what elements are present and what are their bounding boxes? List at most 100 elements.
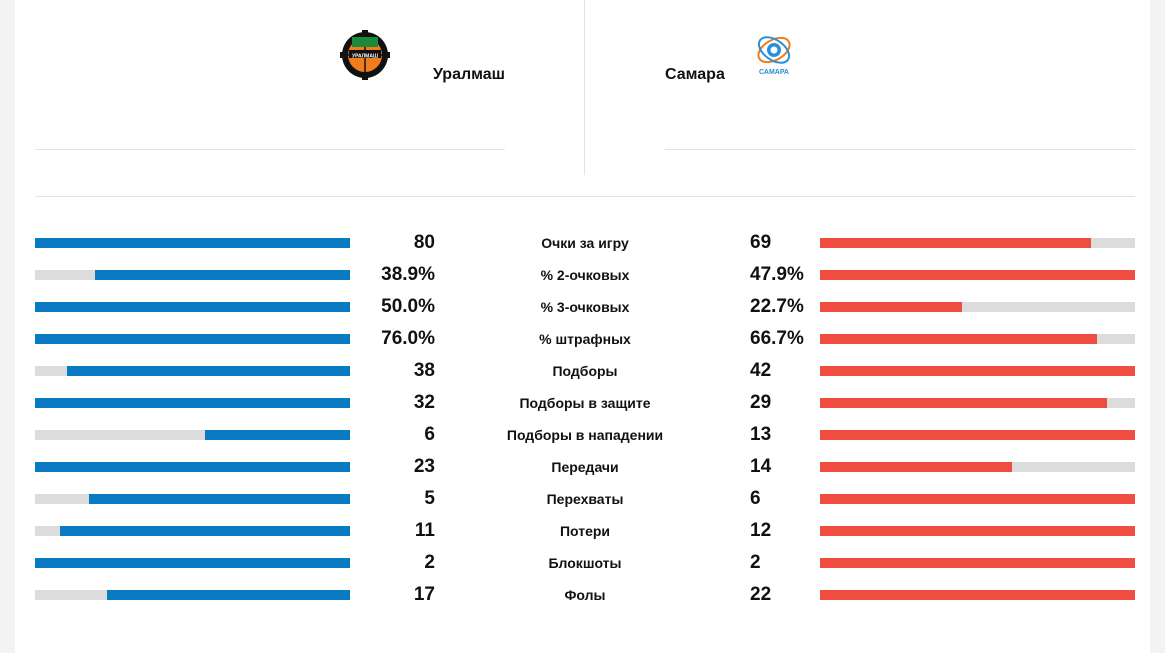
- away-stat-bar-fill: [820, 526, 1135, 536]
- stat-row: 76.0% % штрафных 66.7%: [35, 322, 1135, 354]
- home-stat-value: 2: [424, 552, 435, 573]
- header-divider: [35, 196, 1135, 197]
- home-header-divider: [35, 149, 505, 150]
- away-stat-bar: [820, 366, 1135, 376]
- svg-text:САМАРА: САМАРА: [759, 69, 789, 76]
- away-stat-value: 22.7%: [750, 296, 804, 317]
- home-stat-bar: [35, 494, 350, 504]
- home-stat-value: 17: [413, 584, 435, 605]
- home-stat-bar: [35, 430, 350, 440]
- away-stat-bar-fill: [820, 302, 962, 312]
- away-stat-value: 22: [750, 584, 772, 605]
- stat-label: Потери: [559, 523, 611, 539]
- home-stat-value: 11: [414, 520, 435, 541]
- home-stat-value: 80: [413, 232, 435, 253]
- away-stat-value: 47.9%: [750, 264, 804, 285]
- home-stat-value: 38.9%: [381, 264, 435, 285]
- away-stat-bar-fill: [820, 238, 1091, 248]
- home-stat-bar: [35, 302, 350, 312]
- home-stat-bar: [35, 558, 350, 568]
- away-stat-bar-fill: [820, 590, 1135, 600]
- stat-label: % 3-очковых: [540, 299, 630, 315]
- stat-row: 2 Блокшоты 2: [35, 546, 1135, 578]
- home-stat-value: 5: [424, 488, 435, 509]
- uralmash-logo-icon: УРАЛМАШ: [340, 30, 390, 80]
- teams-vertical-divider: [584, 0, 585, 175]
- away-stat-value: 12: [750, 520, 772, 541]
- stat-label: Перехваты: [546, 491, 624, 507]
- home-stat-value: 38: [413, 360, 435, 381]
- home-stat-value: 76.0%: [381, 328, 435, 349]
- away-stat-bar-fill: [820, 270, 1135, 280]
- home-team-header: УРАЛМАШ Уралмаш: [35, 0, 505, 150]
- away-stat-bar: [820, 430, 1135, 440]
- home-stat-bar: [35, 334, 350, 344]
- away-stat-bar-fill: [820, 398, 1107, 408]
- away-stat-value: 29: [750, 392, 772, 413]
- stat-row: 5 Перехваты 6: [35, 482, 1135, 514]
- stat-label: Очки за игру: [541, 235, 629, 251]
- home-stat-bar: [35, 398, 350, 408]
- samara-logo-icon: САМАРА: [757, 36, 791, 76]
- stat-label: Подборы в нападении: [506, 427, 664, 443]
- away-team-header: Самара САМАРА: [665, 0, 1135, 150]
- home-stat-bar-fill: [88, 494, 350, 504]
- away-stat-bar: [820, 238, 1135, 248]
- away-stat-bar: [820, 398, 1135, 408]
- stat-row: 38 Подборы 42: [35, 354, 1135, 386]
- stat-label: Блокшоты: [548, 555, 622, 571]
- away-team-name: Самара: [665, 66, 725, 83]
- away-stat-value: 42: [750, 360, 772, 381]
- match-stats-card: УРАЛМАШ Уралмаш Самара САМАРА 80 Очки за …: [15, 0, 1150, 653]
- away-stat-value: 69: [750, 232, 772, 253]
- stat-label: Фолы: [564, 587, 606, 603]
- away-stat-value: 13: [750, 424, 772, 445]
- away-stat-value: 14: [750, 456, 772, 477]
- home-stat-value: 32: [413, 392, 435, 413]
- home-stat-bar-fill: [35, 238, 350, 248]
- stat-label: % штрафных: [539, 331, 631, 347]
- stat-row: 17 Фолы 22: [35, 578, 1135, 610]
- home-stat-bar: [35, 590, 350, 600]
- away-stat-bar: [820, 462, 1135, 472]
- home-stat-bar: [35, 462, 350, 472]
- away-stat-bar: [820, 526, 1135, 536]
- stat-row: 11 Потери 12: [35, 514, 1135, 546]
- home-stat-bar: [35, 366, 350, 376]
- stat-row: 32 Подборы в защите 29: [35, 386, 1135, 418]
- away-stat-bar: [820, 558, 1135, 568]
- away-stat-bar-fill: [820, 430, 1135, 440]
- stat-row: 6 Подборы в нападении 13: [35, 418, 1135, 450]
- away-stat-bar: [820, 590, 1135, 600]
- stat-row: 38.9% % 2-очковых 47.9%: [35, 258, 1135, 290]
- stats-list: 80 Очки за игру 69 38.9% % 2-очковых 47.9% 50.…: [35, 226, 1135, 610]
- stat-row: 23 Передачи 14: [35, 450, 1135, 482]
- away-stat-bar-fill: [820, 462, 1013, 472]
- home-stat-bar-fill: [35, 302, 350, 312]
- away-stat-bar: [820, 270, 1135, 280]
- away-stat-bar-fill: [820, 366, 1135, 376]
- home-stat-bar-fill: [35, 462, 350, 472]
- home-stat-bar: [35, 270, 350, 280]
- away-stat-bar-fill: [820, 334, 1098, 344]
- stat-row: 80 Очки за игру 69: [35, 226, 1135, 258]
- away-stat-bar-fill: [820, 558, 1135, 568]
- home-stat-bar-fill: [205, 430, 350, 440]
- stat-row: 50.0% % 3-очковых 22.7%: [35, 290, 1135, 322]
- svg-text:УРАЛМАШ: УРАЛМАШ: [352, 54, 378, 60]
- home-stat-bar: [35, 526, 350, 536]
- home-stat-bar-fill: [94, 270, 350, 280]
- home-team-name: Уралмаш: [432, 66, 505, 83]
- home-stat-value: 50.0%: [381, 296, 435, 317]
- home-stat-bar-fill: [35, 334, 350, 344]
- home-stat-value: 23: [413, 456, 435, 477]
- away-stat-value: 2: [750, 552, 761, 573]
- stat-label: Подборы: [552, 363, 618, 379]
- stat-label: Передачи: [551, 459, 619, 475]
- stat-label: Подборы в защите: [519, 395, 651, 411]
- away-stat-bar: [820, 334, 1135, 344]
- home-stat-bar-fill: [35, 558, 350, 568]
- home-stat-bar-fill: [66, 366, 350, 376]
- away-stat-bar-fill: [820, 494, 1135, 504]
- away-header-divider: [665, 149, 1135, 150]
